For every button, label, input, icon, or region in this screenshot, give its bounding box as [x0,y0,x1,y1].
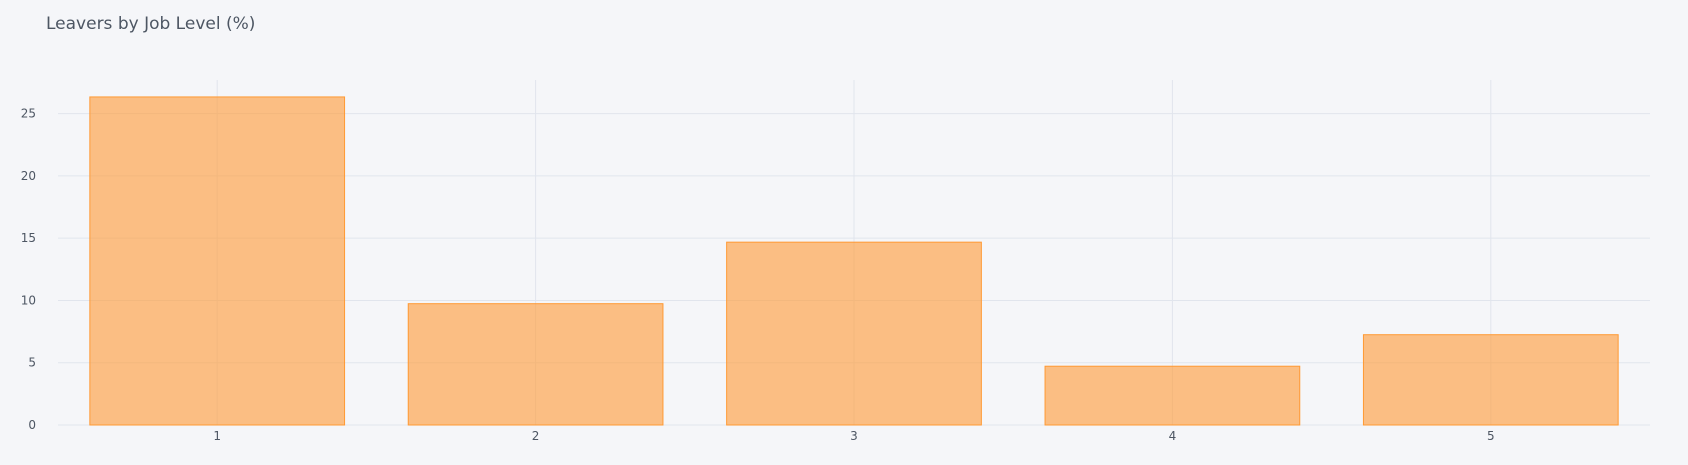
bar-level-1[interactable] [89,96,346,426]
y-tick-label: 15 [21,231,36,245]
bar-level-4[interactable] [1044,365,1301,426]
chart-title: Leavers by Job Level (%) [46,14,255,34]
x-tick-label: 3 [850,429,858,443]
x-axis-ticks: 1 2 3 4 5 [213,429,1494,443]
x-tick-label: 5 [1487,429,1495,443]
y-tick-label: 25 [21,107,36,121]
bar-level-3[interactable] [726,241,982,426]
bar-level-5[interactable] [1362,334,1619,426]
y-tick-label: 0 [28,418,36,432]
y-axis-ticks: 0 5 10 15 20 25 [21,107,36,432]
y-tick-label: 20 [21,169,36,183]
y-tick-label: 10 [21,293,36,307]
y-tick-label: 5 [28,356,36,370]
bar-level-2[interactable] [407,303,664,426]
x-tick-label: 1 [213,429,221,443]
x-tick-label: 4 [1169,429,1177,443]
x-tick-label: 2 [532,429,540,443]
bars [89,96,1619,426]
